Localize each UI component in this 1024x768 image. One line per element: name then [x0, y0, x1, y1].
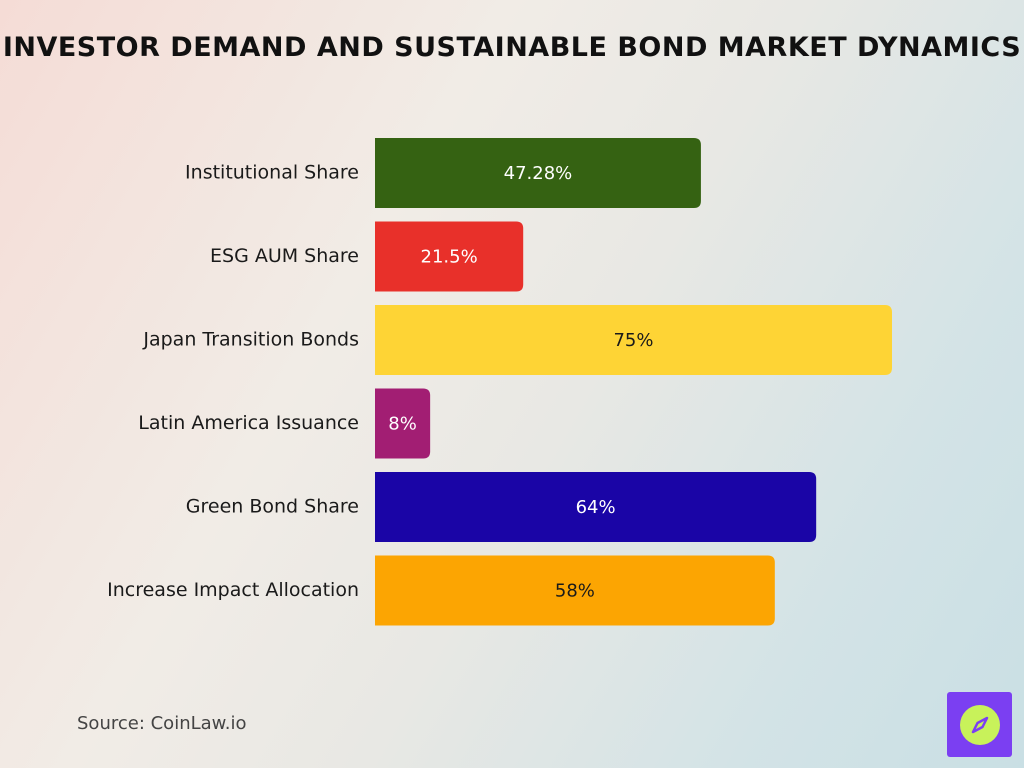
category-label: Increase Impact Allocation [107, 579, 359, 601]
value-label: 58% [555, 581, 595, 602]
bar-green-bond-share [375, 472, 817, 542]
bar-esg-aum-share [375, 221, 524, 292]
category-label: Latin America Issuance [138, 412, 359, 434]
value-label: 21.5% [421, 247, 478, 268]
value-label: 75% [613, 330, 653, 351]
category-label: ESG AUM Share [210, 245, 359, 267]
chart-title: Investor Demand and Sustainable Bond Mar… [2, 32, 1022, 63]
value-label: 47.28% [504, 163, 573, 184]
bar-institutional-share [375, 138, 701, 208]
category-label: Green Bond Share [186, 496, 359, 518]
source-text: Source: CoinLaw.io [77, 713, 247, 734]
bar-japan-transition-bonds [375, 305, 892, 375]
compass-icon [959, 704, 1000, 745]
bar-latin-america-issuance [375, 388, 431, 459]
logo [947, 692, 1012, 757]
category-label: Institutional Share [185, 162, 359, 184]
value-label: 8% [388, 414, 417, 435]
bar-increase-impact-allocation [375, 555, 775, 626]
bar-chart: Institutional Share 47.28% ESG AUM Share 21… [107, 138, 892, 626]
value-label: 64% [576, 497, 616, 518]
category-label: Japan Transition Bonds [142, 329, 359, 351]
